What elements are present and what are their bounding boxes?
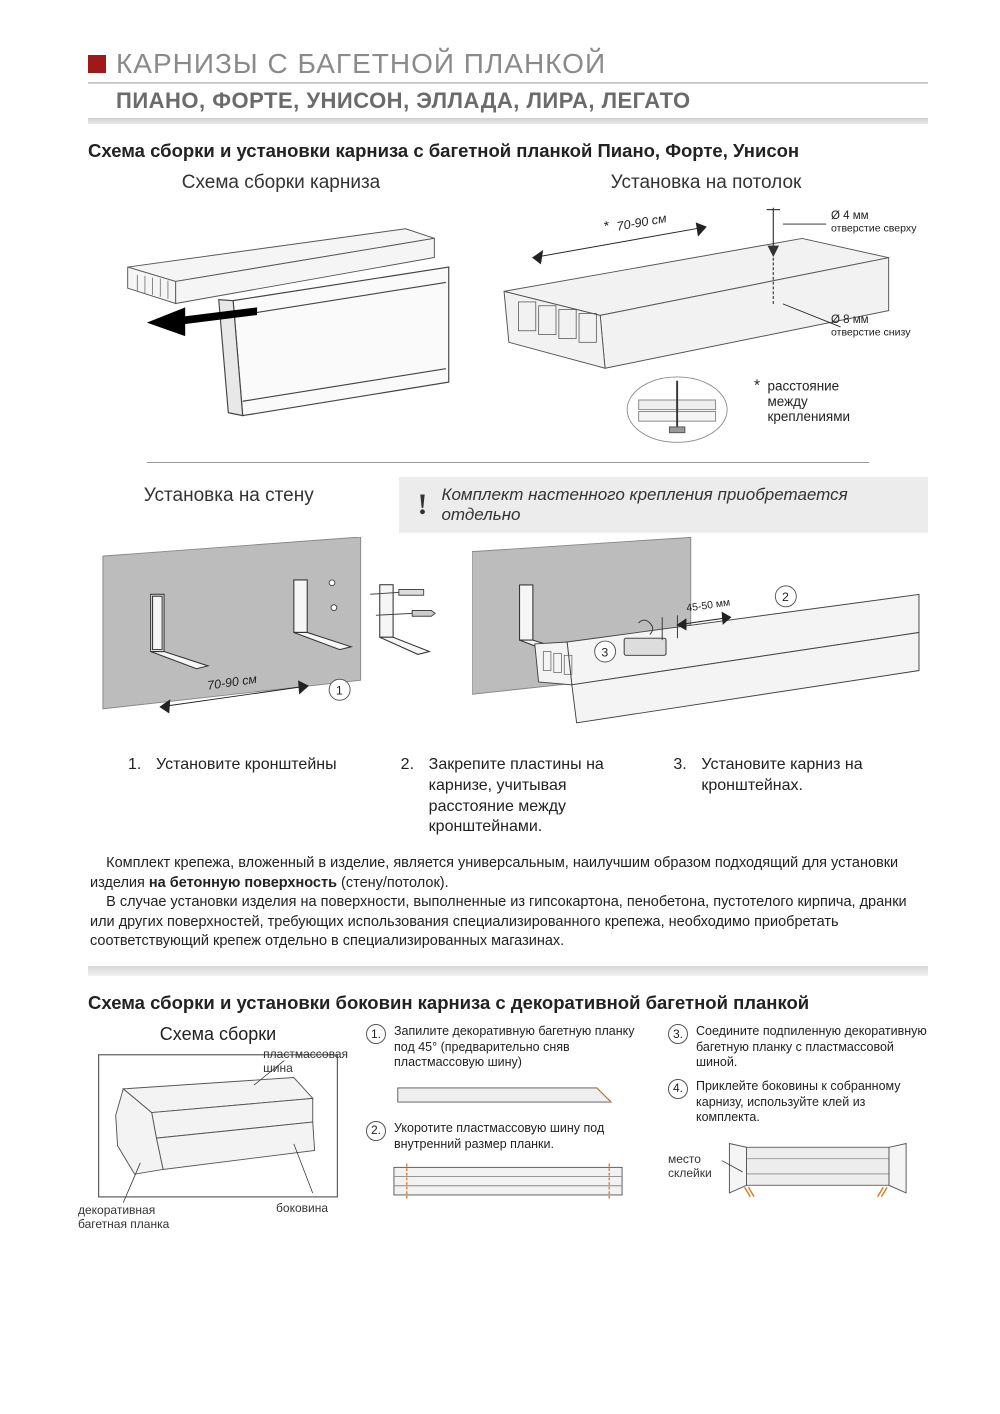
step-3: 3. Установите карниз на кронштейнах. — [673, 755, 918, 838]
svg-text:2: 2 — [782, 590, 789, 604]
wall-bracket-diagram: 70-90 см 1 — [88, 537, 462, 747]
svg-text:45-50 мм: 45-50 мм — [685, 598, 730, 615]
ceiling-subtitle: Установка на потолок — [484, 172, 928, 194]
svg-text:1: 1 — [336, 684, 343, 698]
section1-row: Схема сборки карниза — [88, 172, 928, 450]
assembly-subtitle: Схема сборки карниза — [88, 172, 474, 194]
wall-steps: 1. Установите кронштейны 2. Закрепите пл… — [88, 755, 928, 838]
circle-4-icon: 4. — [668, 1079, 688, 1099]
mid-step-2: 2. Укоротите пластмассовую шину под внут… — [366, 1121, 650, 1152]
wall-row: 70-90 см 1 — [88, 537, 928, 747]
label-deco-plank: декоративная багетная планка — [78, 1203, 169, 1231]
svg-text:креплениями: креплениями — [768, 409, 850, 424]
circle-3-icon: 3. — [668, 1024, 688, 1044]
svg-text:3: 3 — [601, 645, 608, 659]
label-plastic-rail: пластмассовая шина — [263, 1047, 348, 1075]
side-assembly-diagram: пластмассовая шина боковина декоративная… — [88, 1051, 348, 1231]
s3-left-subtitle: Схема сборки — [88, 1024, 348, 1045]
step-2: 2. Закрепите пластины на карнизе, учитыв… — [401, 755, 646, 838]
section-divider — [147, 462, 869, 463]
right-step-4: 4. Приклейте боковины к собранному карни… — [668, 1079, 928, 1126]
wall-subtitle: Установка на стену — [88, 477, 369, 507]
section3-row: Схема сборки пластмассовая — [88, 1024, 928, 1231]
circle-2-icon: 2. — [366, 1121, 386, 1141]
svg-text:*: * — [603, 218, 612, 234]
rail-shorten-diagram — [366, 1160, 650, 1206]
info-paragraph: Комплект крепежа, вложенный в изделие, я… — [88, 854, 928, 952]
svg-text:расстояние: расстояние — [768, 378, 840, 393]
label-glue-spot: место склейки — [668, 1134, 712, 1180]
svg-text:между: между — [768, 394, 808, 409]
svg-text:*: * — [754, 377, 760, 394]
note-bar: ! Комплект настенного крепления приобрет… — [399, 477, 928, 533]
step-1: 1. Установите кронштейны — [128, 755, 373, 838]
page-header: КАРНИЗЫ С БАГЕТНОЙ ПЛАНКОЙ ПИАНО, ФОРТЕ,… — [88, 48, 928, 124]
plank-45-diagram — [366, 1079, 650, 1111]
note-text: Комплект настенного крепления приобретае… — [441, 485, 910, 525]
label-side: боковина — [276, 1201, 328, 1215]
svg-text:Ø 8 мм: Ø 8 мм — [831, 314, 869, 326]
svg-text:отверстие сверху: отверстие сверху — [831, 223, 917, 235]
svg-text:Ø 4 мм: Ø 4 мм — [831, 210, 869, 222]
ceiling-diagram: * 70-90 см Ø 4 мм отверстие сверху Ø 8 м… — [484, 200, 928, 450]
gradient-divider — [88, 966, 928, 976]
exclamation-icon: ! — [417, 490, 427, 520]
right-step-3: 3. Соедините подпиленную декоративную ба… — [668, 1024, 928, 1071]
section1-title: Схема сборки и установки карниза с багет… — [88, 140, 928, 162]
wall-mount-diagram: 45-50 мм 2 3 — [472, 537, 929, 747]
assembly-diagram — [88, 200, 474, 430]
spacing-text: 70-90 см — [616, 211, 668, 234]
accent-square — [88, 55, 106, 73]
glue-diagram — [718, 1134, 908, 1210]
svg-text:отверстие снизу: отверстие снизу — [831, 327, 911, 339]
mid-step-1: 1. Запилите декоративную багетную планку… — [366, 1024, 650, 1071]
header-subtitle: ПИАНО, ФОРТЕ, УНИСОН, ЭЛЛАДА, ЛИРА, ЛЕГА… — [88, 88, 928, 114]
header-title: КАРНИЗЫ С БАГЕТНОЙ ПЛАНКОЙ — [116, 48, 606, 80]
section3-title: Схема сборки и установки боковин карниза… — [88, 992, 928, 1014]
header-rule-bottom — [88, 118, 928, 124]
header-rule — [88, 82, 928, 84]
circle-1-icon: 1. — [366, 1024, 386, 1044]
